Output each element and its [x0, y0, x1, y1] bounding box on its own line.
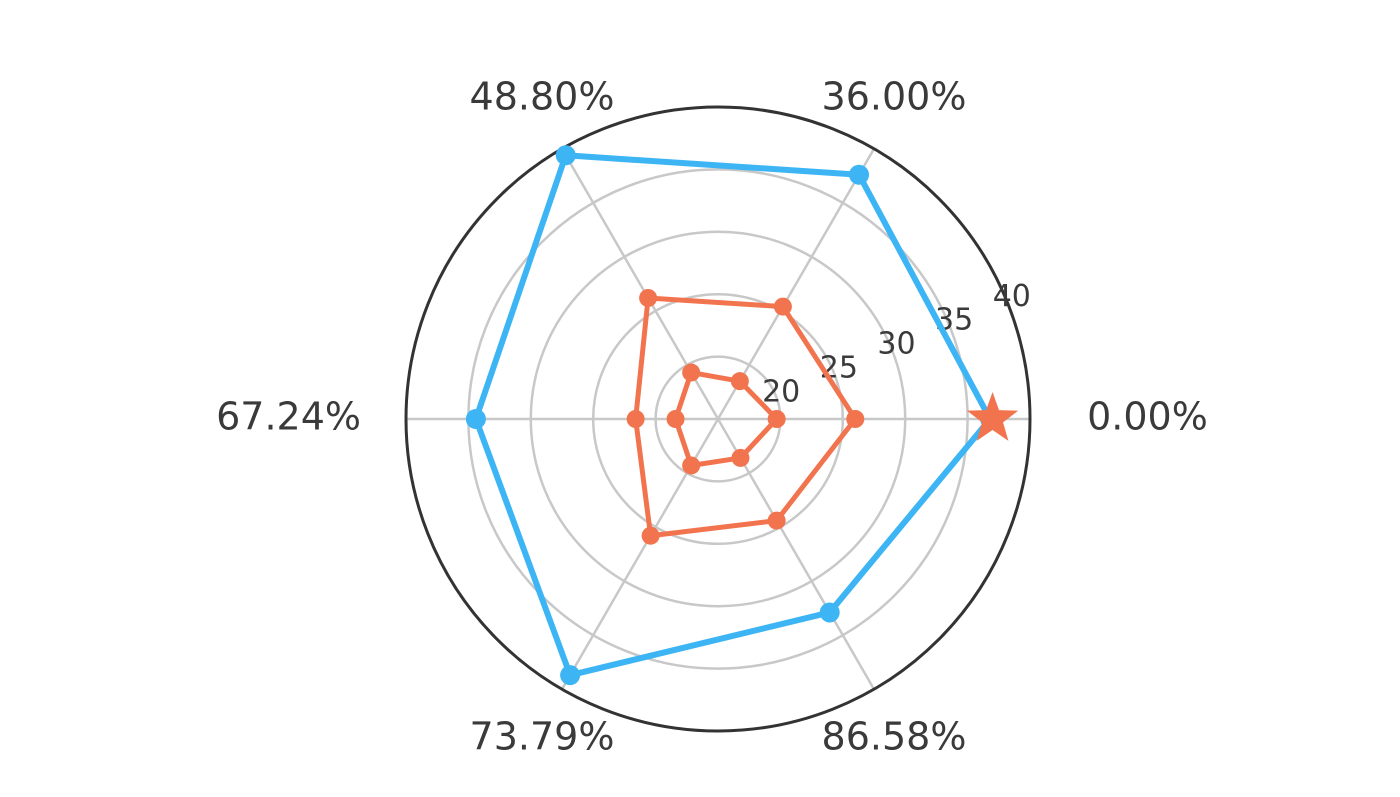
axis-label: 48.80% — [470, 74, 615, 118]
axis-label: 36.00% — [822, 74, 967, 118]
data-point — [849, 164, 870, 185]
radar-outer-frame — [404, 105, 1032, 733]
axis-label: 67.24% — [216, 395, 361, 439]
data-point — [560, 665, 581, 686]
data-point — [767, 410, 786, 428]
axis-labels: 0.00% 36.00% 48.80% 67.24% 73.79% 86.58% — [216, 74, 1208, 758]
data-point — [465, 409, 486, 429]
data-point — [731, 448, 750, 467]
data-point — [730, 372, 749, 391]
data-point — [555, 145, 576, 166]
axis-label: 73.79% — [470, 715, 615, 759]
data-point — [666, 410, 685, 428]
series-3 — [666, 363, 786, 475]
data-point — [682, 456, 701, 475]
axis-label: 86.58% — [822, 715, 967, 759]
data-point — [626, 410, 645, 428]
data-point — [641, 526, 660, 545]
data-point — [767, 511, 786, 530]
radar-spokes — [406, 148, 1030, 690]
axis-label: 0.00% — [1087, 395, 1208, 439]
radial-tick-label: 20 — [762, 374, 800, 409]
data-point — [773, 297, 792, 316]
radial-tick-label: 40 — [993, 279, 1031, 314]
highlight-layer — [966, 392, 1019, 441]
data-point — [639, 288, 658, 307]
radial-tick-label: 30 — [877, 327, 915, 362]
series-layer — [465, 145, 1001, 686]
series-2 — [626, 288, 865, 545]
series-1 — [465, 145, 1001, 686]
highlight-star-marker — [966, 392, 1019, 441]
data-point — [682, 363, 701, 382]
data-point — [846, 410, 865, 428]
radial-tick-label: 25 — [820, 350, 858, 385]
data-point — [819, 602, 840, 623]
